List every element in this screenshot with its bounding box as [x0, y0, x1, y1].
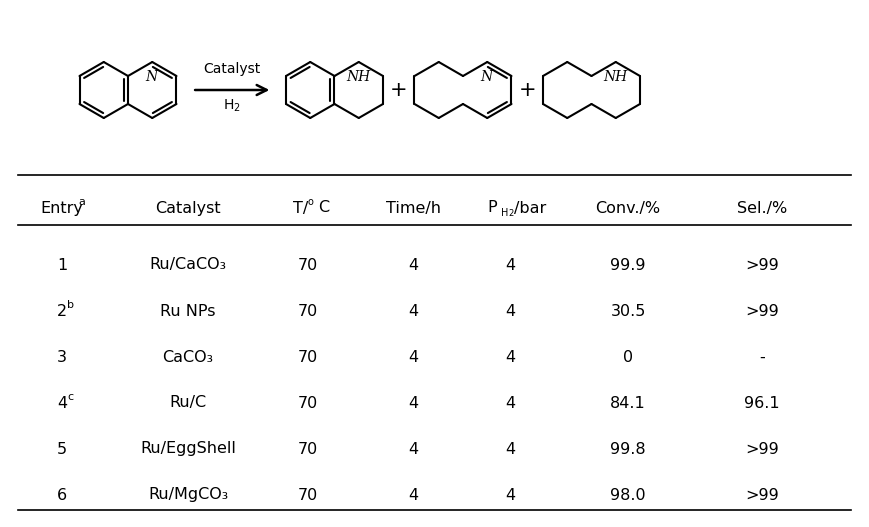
Text: NH: NH	[604, 70, 628, 84]
Text: 6: 6	[57, 487, 67, 503]
Text: Catalyst: Catalyst	[203, 62, 261, 76]
Text: 4: 4	[408, 442, 418, 456]
Text: 70: 70	[298, 442, 318, 456]
Text: 3: 3	[57, 349, 67, 365]
Text: 4: 4	[408, 258, 418, 272]
Text: >99: >99	[745, 442, 779, 456]
Text: NH: NH	[347, 70, 371, 84]
Text: N: N	[145, 70, 157, 84]
Text: Time/h: Time/h	[386, 200, 441, 216]
Text: c: c	[67, 392, 73, 402]
Text: /bar: /bar	[514, 200, 547, 216]
Text: 4: 4	[505, 349, 515, 365]
Text: Conv./%: Conv./%	[595, 200, 660, 216]
Text: >99: >99	[745, 487, 779, 503]
Text: 4: 4	[408, 349, 418, 365]
Text: 98.0: 98.0	[610, 487, 646, 503]
Text: CaCO₃: CaCO₃	[163, 349, 214, 365]
Text: Ru/C: Ru/C	[169, 395, 207, 411]
Text: Ru/EggShell: Ru/EggShell	[140, 442, 236, 456]
Text: 70: 70	[298, 395, 318, 411]
Text: 4: 4	[505, 442, 515, 456]
Text: 0: 0	[623, 349, 633, 365]
Text: +: +	[390, 80, 408, 100]
Text: 4: 4	[505, 258, 515, 272]
Text: 2: 2	[508, 209, 514, 218]
Text: Ru/MgCO₃: Ru/MgCO₃	[148, 487, 229, 503]
Text: 4: 4	[408, 395, 418, 411]
Text: Entry: Entry	[41, 200, 83, 216]
Text: >99: >99	[745, 304, 779, 318]
Text: a: a	[78, 197, 85, 207]
Text: 84.1: 84.1	[610, 395, 646, 411]
Text: +: +	[519, 80, 536, 100]
Text: H: H	[501, 208, 508, 218]
Text: 4: 4	[505, 395, 515, 411]
Text: 4: 4	[505, 304, 515, 318]
Text: 4: 4	[408, 304, 418, 318]
Text: N: N	[481, 70, 493, 84]
Text: -: -	[760, 349, 765, 365]
Text: Sel./%: Sel./%	[737, 200, 787, 216]
Text: 70: 70	[298, 304, 318, 318]
Text: P: P	[488, 200, 497, 216]
Text: 70: 70	[298, 487, 318, 503]
Text: b: b	[67, 300, 74, 310]
Text: Ru/CaCO₃: Ru/CaCO₃	[149, 258, 227, 272]
Text: o: o	[307, 197, 313, 207]
Text: 99.9: 99.9	[610, 258, 646, 272]
Text: C: C	[318, 200, 329, 216]
Text: 5: 5	[57, 442, 67, 456]
Text: 4: 4	[57, 395, 67, 411]
Text: 70: 70	[298, 349, 318, 365]
Text: 1: 1	[56, 258, 67, 272]
Text: Catalyst: Catalyst	[156, 200, 221, 216]
Text: >99: >99	[745, 258, 779, 272]
Text: T/: T/	[293, 200, 308, 216]
Text: 2: 2	[57, 304, 67, 318]
Text: 4: 4	[505, 487, 515, 503]
Text: 96.1: 96.1	[744, 395, 779, 411]
Text: H$_2$: H$_2$	[223, 98, 241, 114]
Text: 70: 70	[298, 258, 318, 272]
Text: 99.8: 99.8	[610, 442, 646, 456]
Text: 30.5: 30.5	[610, 304, 646, 318]
Text: 4: 4	[408, 487, 418, 503]
Text: Ru NPs: Ru NPs	[160, 304, 216, 318]
